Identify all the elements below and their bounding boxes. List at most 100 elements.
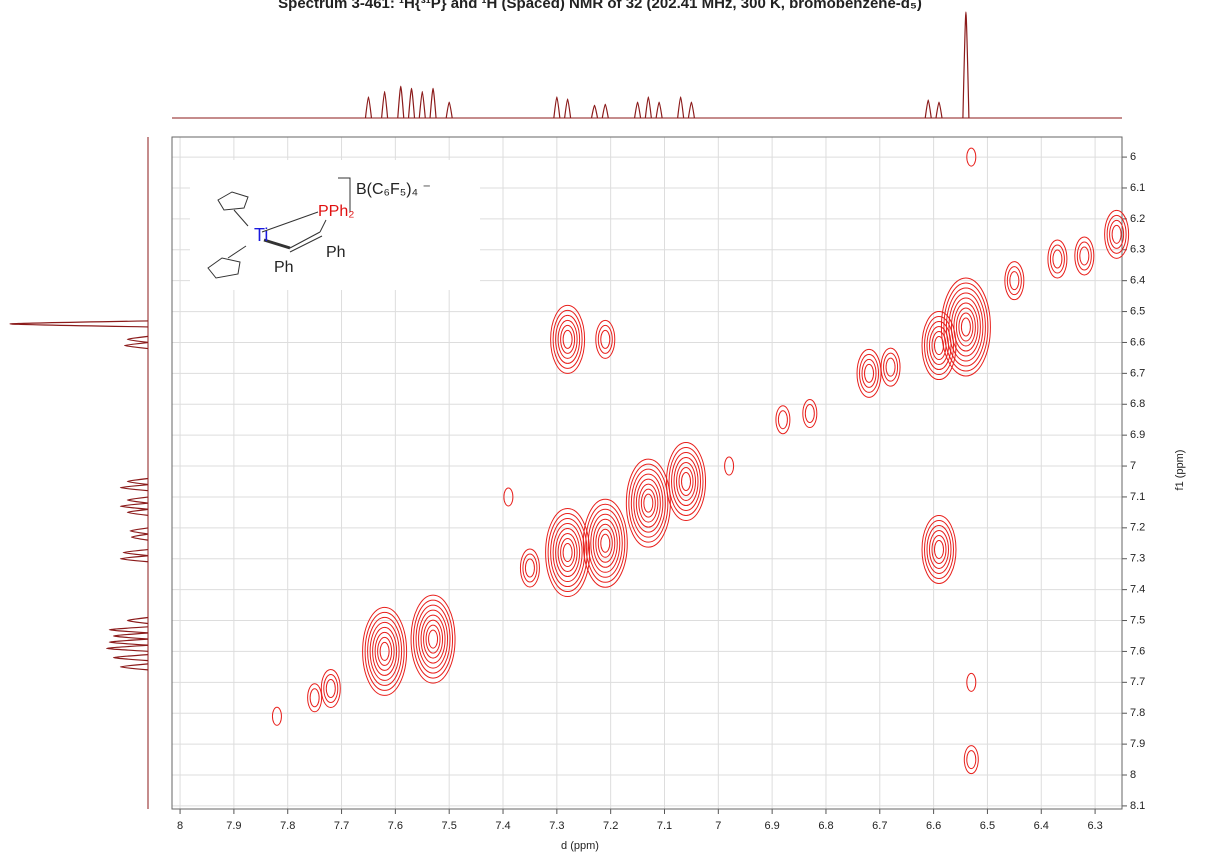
chart-title: Spectrum 3-461: ¹H{³¹P} and ¹H (Spaced) … [278,0,922,12]
contour-peak [950,297,981,357]
contour-peak [323,674,339,704]
contour-peak [560,538,576,568]
y-tick-label: 7.6 [1130,645,1145,657]
contour-peak [1109,219,1125,249]
top-projection-peak [644,96,652,119]
contour-peak [307,683,323,713]
contour-peak [945,287,986,367]
contour-peak [963,745,979,775]
x-tick-label: 6.3 [1087,820,1102,832]
left-projection-peak [112,654,149,662]
top-projection-peak [677,96,685,119]
contour-peak [522,553,538,583]
y-tick-label: 7.5 [1130,614,1145,626]
contour-peak [587,508,623,578]
y-tick-label: 8 [1130,769,1136,781]
left-projection-peak [119,502,149,510]
contour-peak [325,679,336,699]
bond [263,238,291,250]
top-projection-peak [687,101,695,119]
contour-peak [423,619,444,659]
y-tick-label: 7.3 [1130,553,1145,565]
contour-peak [379,641,390,661]
top-projection-peak [429,87,437,119]
cp-ring [217,191,249,211]
top-projection-peak [553,96,561,119]
contour-peak [681,471,692,491]
y-tick-label: 6.3 [1130,244,1145,256]
contour-peak [880,347,901,387]
contour-peak [1052,249,1063,269]
contour-peak [420,614,446,664]
top-projection-peak [935,101,943,119]
contour-peak [948,292,984,362]
contour-peak [953,302,979,352]
contour-peak [597,324,613,354]
contour-peak [600,329,611,349]
left-projection-peak [130,533,149,541]
contour-peak [923,316,954,376]
y-tick-label: 7 [1130,460,1136,472]
bond [319,219,327,233]
contour-peak [966,672,977,692]
contour-peak [1079,246,1090,266]
contour-peak [562,543,573,563]
structure: Ti PPh₂ Ph Ph B(C₆F₅)₄ ⁻ [190,160,480,290]
contour-peak [585,503,626,583]
top-projection-peak [407,87,416,119]
y-tick-label: 7.4 [1130,584,1145,596]
contour-peak [923,519,954,579]
contour-peak [519,548,540,588]
x-tick-label: 6.7 [872,820,887,832]
left-projection-peak [129,527,149,535]
contour-peak [562,329,573,349]
top-projection-peak [924,99,932,119]
cp-ring [207,257,241,279]
contour-peak [600,533,611,553]
contour-peak [271,706,282,726]
contour-peak [940,277,991,377]
contour-peak [552,523,583,583]
x-tick-label: 7.6 [388,820,403,832]
left-projection-peak [126,477,149,486]
x-axis-label: d (ppm) [561,840,599,852]
contour-peak [931,534,947,564]
contour-peak [550,518,586,588]
x-tick-label: 7.1 [657,820,672,832]
contour-peak [966,750,977,770]
contour-peak [1006,266,1022,296]
contour-peak [309,688,320,708]
contour-peak [958,312,974,342]
y-tick-label: 7.2 [1130,522,1145,534]
phosphine-label: PPh₂ [318,203,354,220]
contour-peak [1009,271,1020,291]
bracket [338,177,351,212]
x-tick-label: 7.3 [549,820,564,832]
phenyl-label: Ph [326,244,346,261]
contour-peak [1004,261,1025,301]
top-projection-peak [564,98,572,119]
left-projection-peak [123,341,149,350]
contour-peak [960,317,971,337]
left-projection-peak [119,555,149,563]
contours [271,147,1130,775]
left-projection-peak [126,508,149,516]
y-tick-label: 6.2 [1130,213,1145,225]
contour-peak [666,441,707,521]
contour-peak [415,604,451,674]
x-tick-label: 8 [177,820,183,832]
contour-peak [926,321,952,371]
x-tick-label: 6.4 [1034,820,1049,832]
contour-peak [550,304,586,374]
contour-peak [861,358,877,388]
left-projection-peak [126,496,149,504]
contour-peak [633,473,664,533]
contour-peak [921,311,957,381]
contour-peak [364,611,405,691]
contour-peak [547,513,588,593]
contour-peak [668,446,704,516]
left-projection-peak [119,484,149,492]
contour-peak [545,508,591,598]
contour-peak [630,468,666,538]
bond [289,231,321,249]
